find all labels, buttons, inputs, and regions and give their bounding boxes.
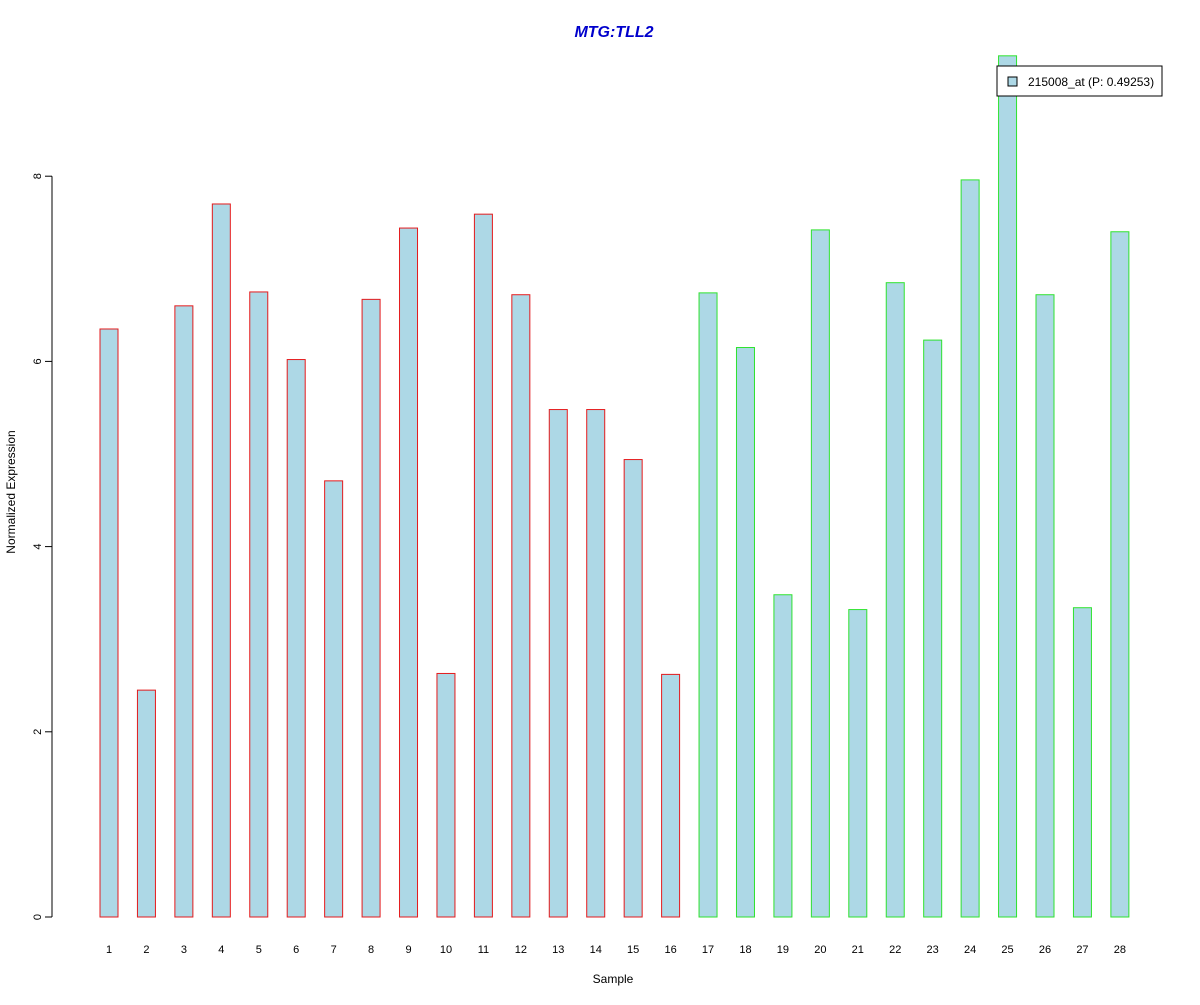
- bar-sample-17: [698, 292, 718, 918]
- legend-swatch: [1007, 76, 1018, 87]
- y-tick-label: 8: [32, 173, 44, 179]
- x-tick-label: 8: [368, 944, 374, 956]
- bar-sample-13: [548, 409, 568, 918]
- y-tick-label: 4: [32, 544, 44, 550]
- y-axis-label: Normalized Expression: [4, 430, 18, 553]
- y-axis: 0 2 4 6 8: [32, 173, 53, 920]
- bar-sample-14: [586, 409, 606, 918]
- bar-sample-27: [1072, 607, 1092, 918]
- bar-sample-11: [473, 213, 493, 918]
- x-tick-label: 5: [256, 944, 262, 956]
- x-tick-label: 11: [478, 944, 489, 956]
- x-tick-label: 26: [1039, 944, 1051, 956]
- x-tick-label: 18: [739, 944, 751, 956]
- x-tick-label: 19: [777, 944, 789, 956]
- bar-sample-2: [136, 689, 156, 918]
- y-tick-label: 6: [32, 358, 44, 364]
- legend: 215008_at (P: 0.49253): [996, 65, 1163, 97]
- x-tick-labels: 1 2 3 4 5 6 7 8 9 10 11 12 13 14 15 16 17 18 19 20 21 22 23 24 2…: [106, 944, 1126, 956]
- bar-sample-21: [848, 609, 868, 918]
- bar-sample-18: [735, 347, 755, 918]
- x-tick-label: 28: [1114, 944, 1126, 956]
- bar-sample-28: [1110, 231, 1130, 918]
- bar-sample-24: [960, 179, 980, 918]
- bar-sample-10: [436, 672, 456, 918]
- x-tick-label: 24: [964, 944, 976, 956]
- x-tick-label: 25: [1001, 944, 1013, 956]
- bar-sample-22: [885, 282, 905, 918]
- x-tick-label: 6: [293, 944, 299, 956]
- bars-group: [99, 55, 1130, 918]
- bar-sample-1: [99, 328, 119, 918]
- bar-sample-9: [399, 227, 419, 918]
- x-tick-label: 17: [702, 944, 714, 956]
- x-tick-label: 16: [664, 944, 676, 956]
- x-tick-label: 9: [405, 944, 411, 956]
- x-tick-label: 10: [440, 944, 452, 956]
- bar-sample-20: [810, 229, 830, 918]
- bar-sample-3: [174, 305, 194, 918]
- x-tick-label: 13: [552, 944, 564, 956]
- bar-sample-16: [661, 673, 681, 918]
- bar-sample-7: [324, 480, 344, 918]
- x-tick-label: 2: [143, 944, 149, 956]
- x-tick-label: 4: [218, 944, 224, 956]
- legend-box: [996, 65, 1163, 97]
- x-tick-label: 1: [106, 944, 112, 956]
- bar-sample-5: [249, 291, 269, 918]
- bar-sample-26: [1035, 294, 1055, 918]
- x-tick-label: 21: [852, 944, 864, 956]
- x-tick-label: 14: [590, 944, 602, 956]
- bar-sample-15: [623, 459, 643, 918]
- legend-label: 215008_at (P: 0.49253): [1028, 75, 1154, 89]
- x-tick-label: 7: [331, 944, 337, 956]
- bar-sample-4: [211, 203, 231, 918]
- x-tick-label: 22: [889, 944, 901, 956]
- x-tick-label: 12: [515, 944, 527, 956]
- bar-sample-25: [998, 55, 1018, 918]
- x-tick-label: 23: [927, 944, 939, 956]
- y-tick-label: 0: [32, 914, 44, 920]
- chart-title: MTG:TLL2: [574, 24, 653, 41]
- x-tick-label: 15: [627, 944, 639, 956]
- bar-sample-6: [286, 359, 306, 918]
- bar-sample-23: [923, 339, 943, 918]
- bar-sample-12: [511, 294, 531, 918]
- bar-sample-8: [361, 298, 381, 918]
- y-tick-label: 2: [32, 729, 44, 735]
- x-axis-label: Sample: [593, 972, 634, 986]
- x-tick-label: 3: [181, 944, 187, 956]
- x-tick-label: 27: [1076, 944, 1088, 956]
- x-tick-label: 20: [814, 944, 826, 956]
- bar-sample-19: [773, 594, 793, 918]
